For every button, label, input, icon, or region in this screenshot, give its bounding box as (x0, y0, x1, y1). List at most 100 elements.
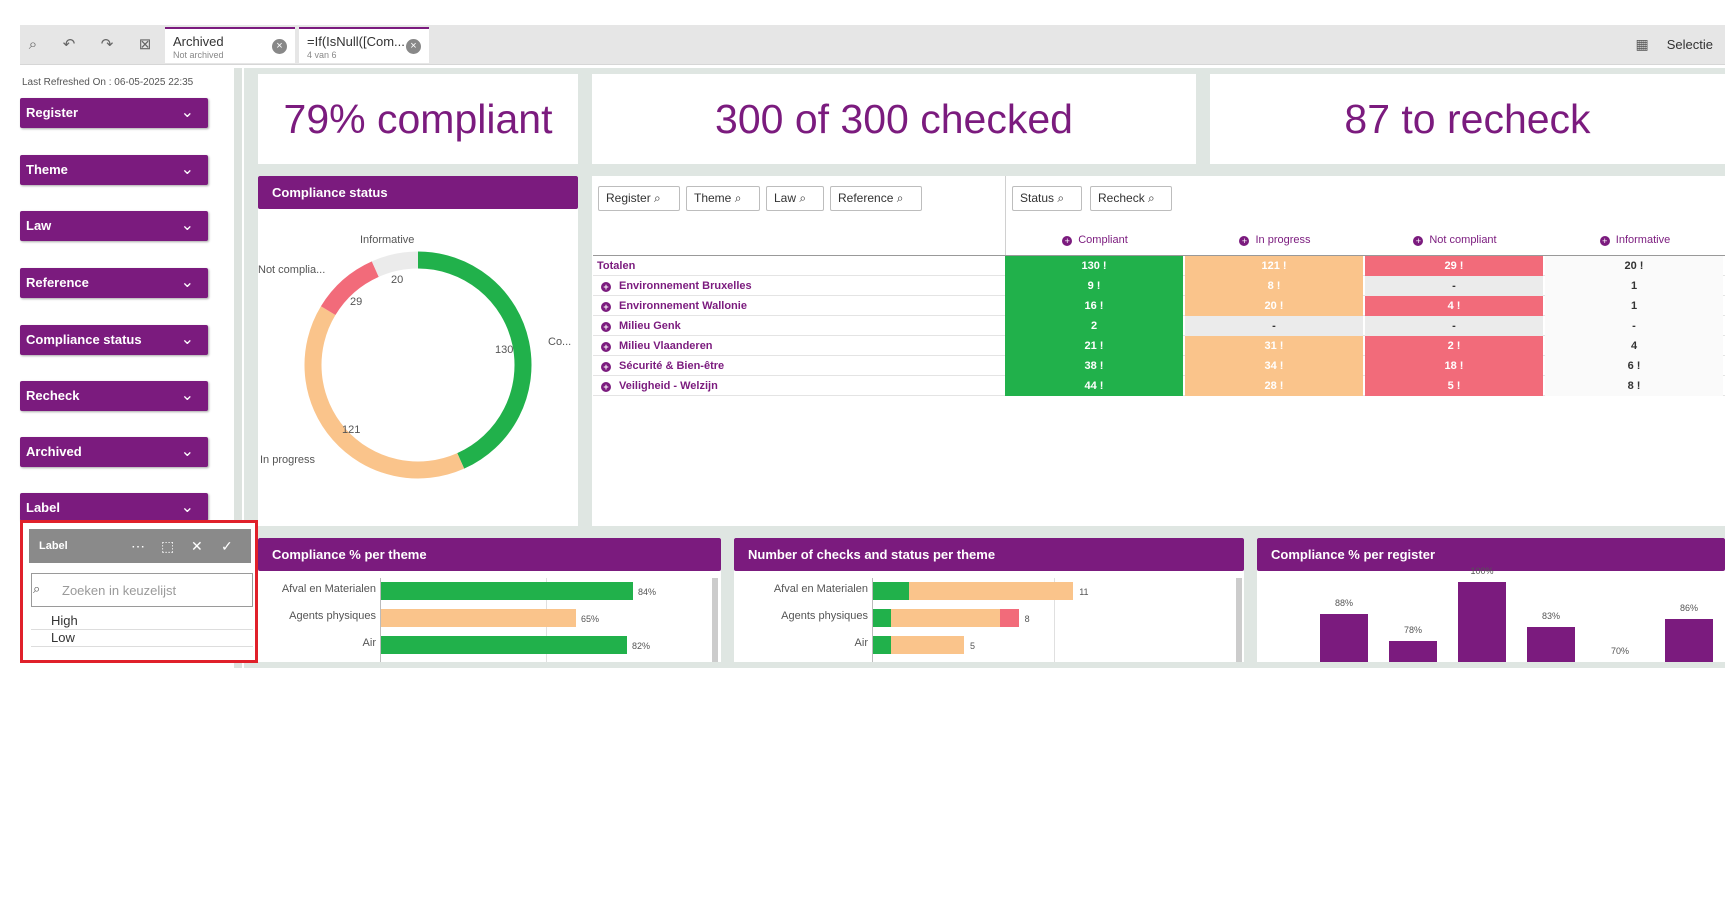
table-cell[interactable]: 1 (1545, 276, 1723, 296)
row-label[interactable]: + Veiligheid - Welzijn (593, 376, 718, 396)
table-cell[interactable]: 20 ! (1545, 256, 1723, 276)
table-cell[interactable]: - (1365, 316, 1543, 336)
bar-segment[interactable] (873, 636, 892, 654)
table-cell[interactable]: 18 ! (1365, 356, 1543, 376)
table-cell[interactable]: 4 (1545, 336, 1723, 356)
filter-button-theme[interactable]: Theme ⌕ (686, 186, 760, 211)
list-item-low[interactable]: Low (31, 630, 253, 647)
filter-theme[interactable]: Theme ⌄ (20, 155, 208, 185)
table-cell[interactable]: 2 ! (1365, 336, 1543, 356)
bar[interactable] (381, 609, 576, 627)
table-cell[interactable]: 4 ! (1365, 296, 1543, 316)
bar[interactable] (381, 582, 633, 600)
smart-search-icon[interactable]: ⌕ (28, 36, 38, 53)
row-label[interactable]: + Environnement Bruxelles (593, 276, 752, 296)
table-cell[interactable]: 29 ! (1365, 256, 1543, 276)
row-label[interactable]: + Milieu Genk (593, 316, 681, 336)
bar-segment[interactable] (1000, 609, 1019, 627)
select-mode-icon[interactable]: ⬚ (161, 538, 175, 554)
row-label[interactable]: + Milieu Vlaanderen (593, 336, 713, 356)
filter-law[interactable]: Law ⌄ (20, 211, 208, 241)
filter-button-reference[interactable]: Reference ⌕ (830, 186, 922, 211)
search-input[interactable] (31, 573, 253, 607)
table-row[interactable]: + Environnement Bruxelles 9 ! 8 ! -1 (593, 276, 1725, 296)
filter-archived[interactable]: Archived ⌄ (20, 437, 208, 467)
expand-icon[interactable]: + (601, 342, 611, 352)
bar[interactable] (1320, 614, 1368, 662)
expand-icon[interactable]: + (601, 362, 611, 372)
list-item-high[interactable]: High (31, 613, 253, 630)
table-cell[interactable]: 31 ! (1185, 336, 1363, 356)
step-forward-icon[interactable]: ↷ (100, 36, 114, 53)
filter-button-recheck[interactable]: Recheck ⌕ (1090, 186, 1172, 211)
filter-recheck[interactable]: Recheck ⌄ (20, 381, 208, 411)
clear-selections-icon[interactable]: ⊠ (138, 36, 152, 53)
filter-button-status[interactable]: Status ⌕ (1012, 186, 1082, 211)
row-label[interactable]: + Sécurité & Bien-être (593, 356, 724, 376)
bar[interactable] (1665, 619, 1713, 662)
selection-tab-archived[interactable]: Archived Not archived × (165, 27, 295, 63)
bar-segment[interactable] (873, 582, 910, 600)
table-cell[interactable]: 28 ! (1185, 376, 1363, 396)
bar-segment[interactable] (891, 636, 964, 654)
table-cell[interactable]: - (1365, 276, 1543, 296)
bar-segment[interactable] (909, 582, 1074, 600)
bar[interactable] (381, 636, 627, 654)
column-header-not-compliant[interactable]: + Not compliant (1365, 225, 1545, 255)
table-row[interactable]: + Sécurité & Bien-être 38 ! 34 ! 18 ! 6 ! (593, 356, 1725, 376)
selection-tool[interactable]: ▦ Selectie (1636, 36, 1713, 53)
table-row[interactable]: Totalen 130 ! 121 ! 29 ! 20 ! (593, 256, 1725, 276)
table-cell[interactable]: 44 ! (1005, 376, 1183, 396)
table-cell[interactable]: 21 ! (1005, 336, 1183, 356)
bar[interactable] (1527, 627, 1575, 662)
more-icon[interactable]: ⋯ (131, 538, 145, 554)
close-icon[interactable]: × (406, 39, 421, 54)
table-cell[interactable]: 2 (1005, 316, 1183, 336)
expand-icon[interactable]: + (601, 322, 611, 332)
filter-register[interactable]: Register ⌄ (20, 98, 208, 128)
column-header-informative[interactable]: + Informative (1545, 225, 1725, 255)
table-cell[interactable]: 1 (1545, 296, 1723, 316)
scrollbar[interactable] (712, 578, 718, 662)
table-row[interactable]: + Milieu Genk 2- - - (593, 316, 1725, 336)
table-row[interactable]: + Milieu Vlaanderen 21 ! 31 ! 2 ! 4 (593, 336, 1725, 356)
table-row[interactable]: + Veiligheid - Welzijn 44 ! 28 ! 5 ! 8 ! (593, 376, 1725, 396)
table-cell[interactable]: 130 ! (1005, 256, 1183, 276)
row-label[interactable]: Totalen (593, 256, 635, 276)
filter-label[interactable]: Label ⌄ (20, 493, 208, 521)
column-header-in-progress[interactable]: + In progress (1185, 225, 1365, 255)
bar-segment[interactable] (891, 609, 1001, 627)
filter-button-register[interactable]: Register ⌕ (598, 186, 680, 211)
filter-reference[interactable]: Reference ⌄ (20, 268, 208, 298)
donut-segment-informative[interactable] (371, 251, 419, 277)
donut-chart[interactable]: Informative Not complia... Co... In prog… (258, 210, 578, 526)
cancel-selection-icon[interactable]: ✕ (191, 538, 203, 554)
bar[interactable] (1389, 640, 1437, 662)
scrollbar[interactable] (1236, 578, 1242, 662)
donut-segment-not-compliant[interactable] (320, 261, 379, 316)
filter-compliance-status[interactable]: Compliance status ⌄ (20, 325, 208, 355)
table-cell[interactable]: 9 ! (1005, 276, 1183, 296)
donut-segment-compliant[interactable] (417, 251, 532, 469)
selection-tab-formula[interactable]: =If(IsNull([Com... 4 van 6 × (299, 27, 429, 63)
table-cell[interactable]: 38 ! (1005, 356, 1183, 376)
filter-button-law[interactable]: Law ⌕ (766, 186, 824, 211)
table-cell[interactable]: 8 ! (1545, 376, 1723, 396)
bar[interactable] (1458, 582, 1506, 662)
expand-icon[interactable]: + (601, 302, 611, 312)
donut-segment-in-progress[interactable] (304, 306, 465, 479)
table-cell[interactable]: - (1545, 316, 1723, 336)
table-row[interactable]: + Environnement Wallonie 16 ! 20 ! 4 ! 1 (593, 296, 1725, 316)
table-cell[interactable]: 6 ! (1545, 356, 1723, 376)
table-cell[interactable]: 16 ! (1005, 296, 1183, 316)
table-cell[interactable]: 5 ! (1365, 376, 1543, 396)
bar-segment[interactable] (873, 609, 892, 627)
table-cell[interactable]: 20 ! (1185, 296, 1363, 316)
confirm-selection-icon[interactable]: ✓ (221, 538, 233, 554)
column-header-compliant[interactable]: + Compliant (1005, 225, 1185, 255)
table-cell[interactable]: 34 ! (1185, 356, 1363, 376)
expand-icon[interactable]: + (601, 282, 611, 292)
expand-icon[interactable]: + (601, 382, 611, 392)
table-cell[interactable]: - (1185, 316, 1363, 336)
table-cell[interactable]: 8 ! (1185, 276, 1363, 296)
